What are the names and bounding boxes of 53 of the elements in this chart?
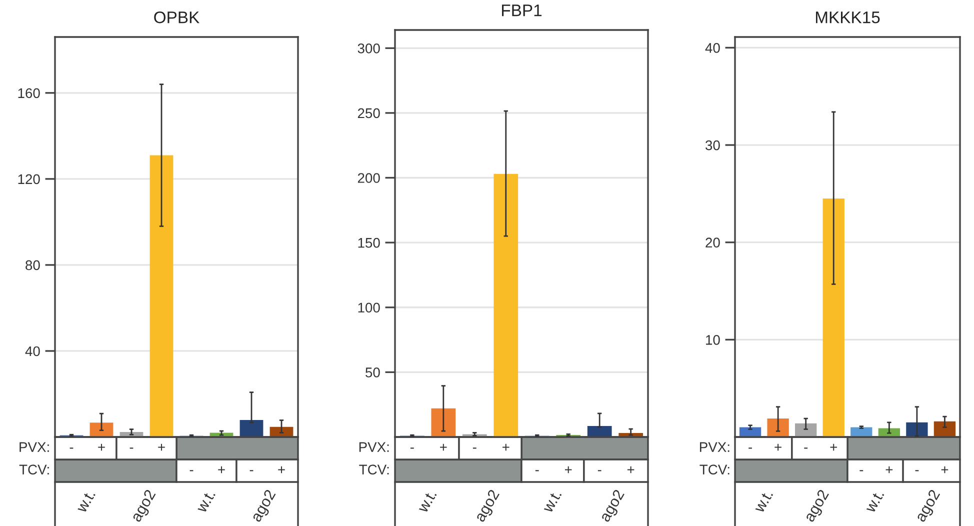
text: - [915,470,919,472]
chart-title: FBP1 [502,4,542,16]
y-tick-label: 150 [358,238,380,248]
text: + [627,466,634,474]
chart-title: MKKK15 [816,12,880,24]
text: + [440,444,447,451]
y-tick-label: 80 [26,260,40,270]
text: w.t. [754,490,774,514]
text: w.t. [76,490,96,514]
text: PVX: [359,442,389,452]
text: w.t. [542,490,562,514]
chart-title: OPBK [154,11,200,24]
text: - [410,448,414,449]
text: + [941,466,948,474]
y-tick-label: 200 [358,173,380,183]
y-tick-label: 300 [358,43,380,54]
text: - [250,470,254,472]
y-tick-label: 40 [705,43,720,53]
text: + [98,444,105,451]
text: + [774,444,782,451]
y-tick-label: 100 [358,302,380,313]
text: TCV: [19,464,49,474]
text: + [278,466,285,474]
text: w.t. [864,490,884,514]
text: TCV: [359,464,389,474]
text: - [190,470,194,472]
y-tick-label: 120 [18,174,40,184]
y-tick-label: 250 [358,108,380,118]
text: - [535,470,539,472]
y-tick-label: 50 [366,368,380,378]
text: - [748,448,752,449]
text: - [70,448,74,449]
y-tick-label: 10 [706,335,720,345]
text: w.t. [196,490,216,514]
y-tick-label: 160 [18,88,40,98]
text: + [158,444,165,451]
text: + [830,444,837,451]
text: + [502,444,510,451]
y-tick-label: 30 [706,140,720,150]
text: + [564,466,572,474]
text: w.t. [417,490,437,514]
text: PVX: [700,442,730,452]
text: - [860,470,864,472]
y-tick-label: 20 [706,238,720,248]
text: - [804,448,808,449]
text: + [886,466,893,474]
text: - [598,470,602,472]
text: TCV: [700,464,730,474]
text: - [472,448,476,449]
text: - [130,448,134,449]
y-tick-label: 40 [25,346,40,356]
text: PVX: [20,442,49,452]
text: + [218,466,225,474]
